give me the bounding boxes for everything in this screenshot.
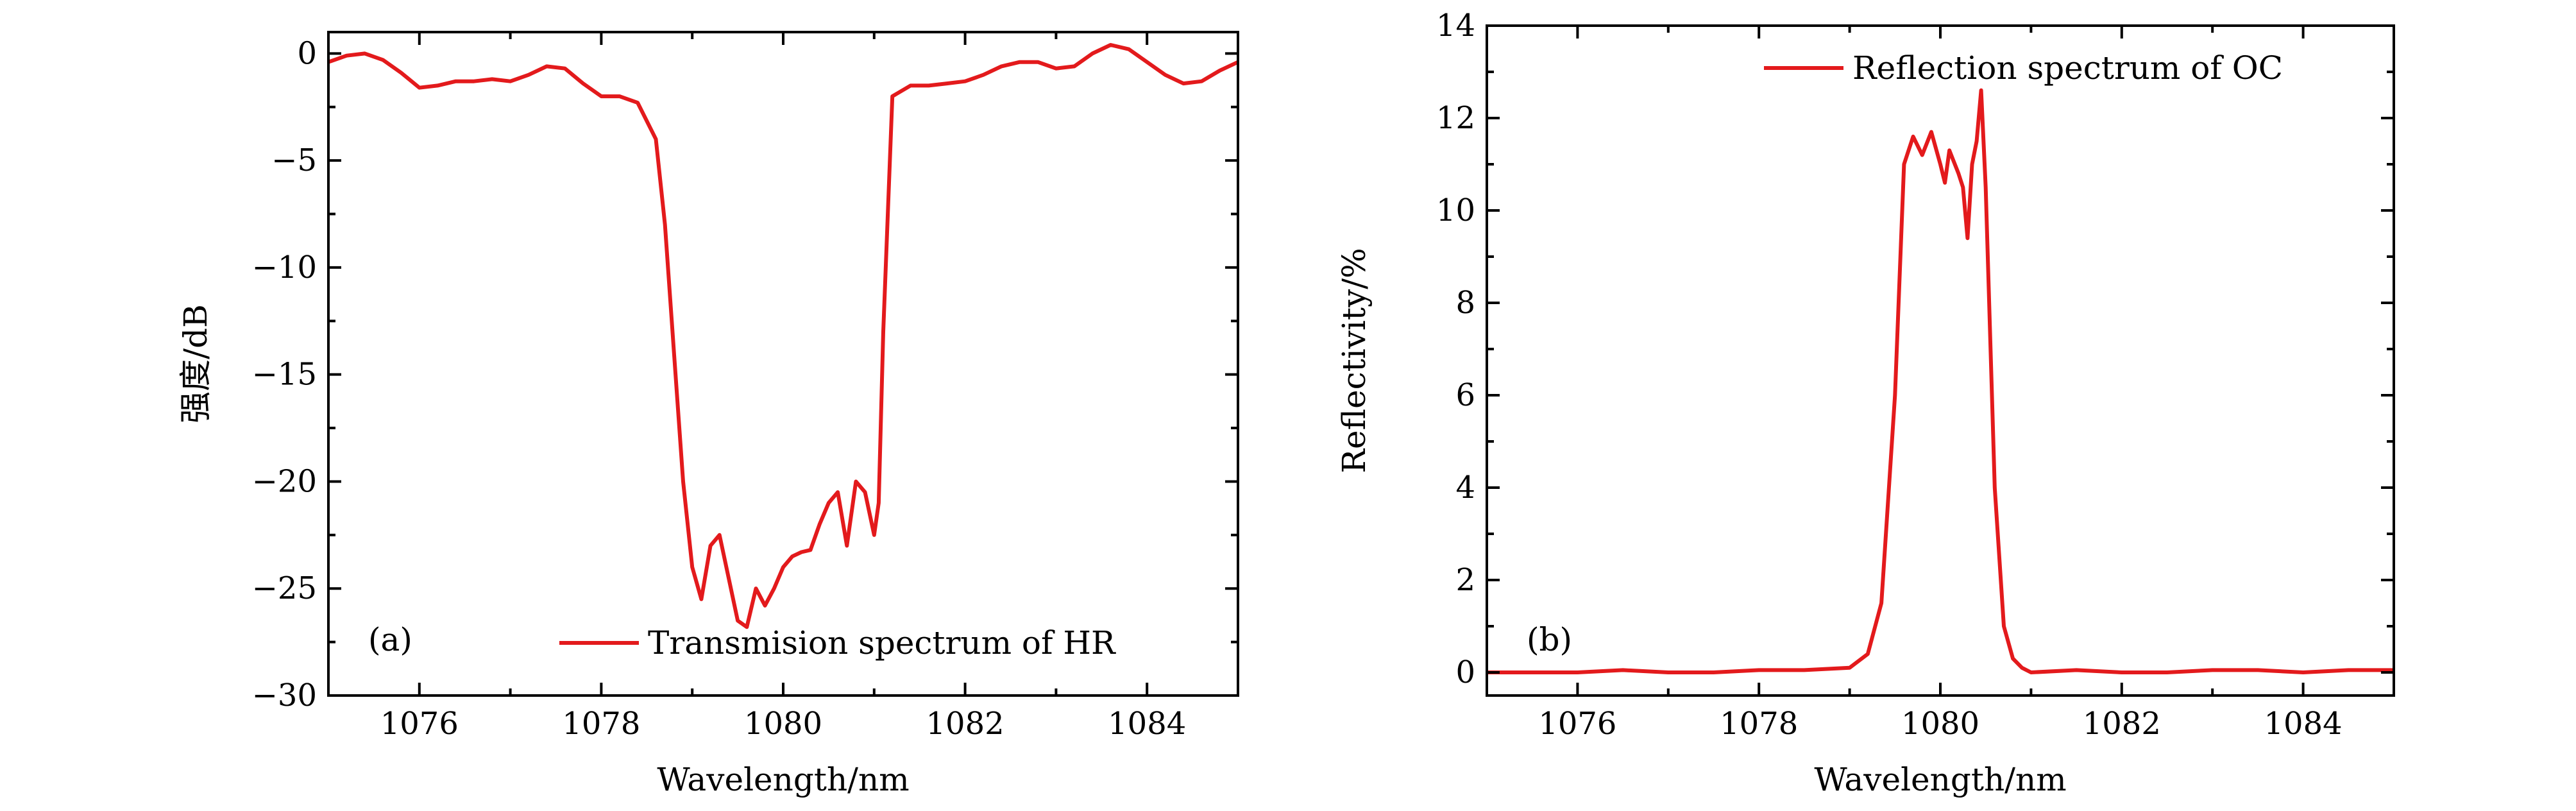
x-tick-label: 1076 bbox=[380, 706, 459, 742]
y-tick-label: 8 bbox=[1455, 285, 1475, 321]
series-line bbox=[1487, 88, 2394, 674]
y-axis-title: Reflectivity/% bbox=[1335, 248, 1373, 473]
y-tick-label: −20 bbox=[252, 463, 317, 499]
y-tick-label: −10 bbox=[252, 250, 317, 286]
y-tick-label: −5 bbox=[271, 142, 317, 178]
plot-frame bbox=[1486, 24, 2395, 697]
panel-label: (a) bbox=[368, 621, 412, 658]
plot-frame bbox=[327, 31, 1239, 697]
x-axis-title: Wavelength/nm bbox=[1814, 761, 2066, 798]
y-tick-label: 14 bbox=[1436, 8, 1475, 44]
panel-b: 1076 1078 1080 1082 1084 0 2 4 6 8 10 12 14 Wavelengt… bbox=[1335, 8, 2395, 798]
x-tick-label: 1082 bbox=[2083, 706, 2161, 742]
x-tick-label: 1078 bbox=[1720, 706, 1798, 742]
panel-label: (b) bbox=[1527, 621, 1572, 658]
x-tick-label: 1078 bbox=[562, 706, 640, 742]
x-tick-label: 1076 bbox=[1538, 706, 1616, 742]
x-tick-label: 1084 bbox=[1108, 706, 1186, 742]
x-tick-label: 1080 bbox=[1901, 706, 1979, 742]
x-tick-label: 1082 bbox=[926, 706, 1004, 742]
x-tick-label: 1084 bbox=[2264, 706, 2343, 742]
y-tick-label: 0 bbox=[297, 35, 317, 71]
y-tick-label: 10 bbox=[1436, 192, 1475, 228]
x-tick-label: 1080 bbox=[744, 706, 822, 742]
x-axis-title: Wavelength/nm bbox=[657, 761, 909, 798]
y-tick-label: −25 bbox=[252, 570, 317, 606]
y-axis-title: 强度/dB bbox=[177, 304, 214, 423]
series-line bbox=[328, 43, 1238, 629]
y-tick-label: −15 bbox=[252, 357, 317, 393]
legend-label: Reflection spectrum of OC bbox=[1852, 49, 2283, 87]
y-tick-label: 4 bbox=[1455, 470, 1475, 506]
y-tick-label: −30 bbox=[252, 678, 317, 713]
y-tick-label: 12 bbox=[1436, 100, 1475, 136]
y-tick-label: 0 bbox=[1455, 654, 1475, 690]
y-tick-label: 2 bbox=[1455, 562, 1475, 598]
y-tick-label: 6 bbox=[1455, 377, 1475, 413]
legend-label: Transmision spectrum of HR bbox=[648, 624, 1116, 662]
panel-a: 1076 1078 1080 1082 1084 0 −5 −10 −15 −20 −25 −30 Wa… bbox=[177, 31, 1239, 798]
